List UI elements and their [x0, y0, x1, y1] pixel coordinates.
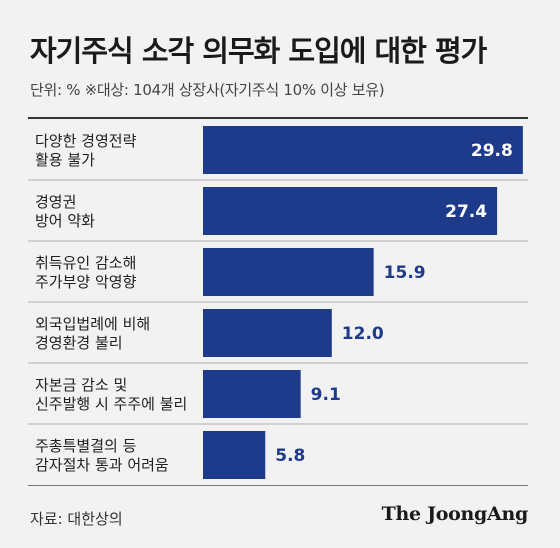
category-label: 다양한 경영전략 활용 불가: [35, 132, 137, 169]
bar: [203, 309, 332, 357]
value-label: 27.4: [445, 202, 487, 222]
bar: [203, 370, 301, 418]
bottom-divider: [28, 485, 528, 486]
value-label: 5.8: [275, 446, 305, 466]
bar: [203, 431, 266, 479]
value-label: 15.9: [384, 263, 426, 283]
value-label: 12.0: [342, 324, 384, 344]
category-label: 취득유인 감소해 주가부양 악영향: [35, 254, 137, 291]
category-label: 경영권 방어 약화: [35, 193, 95, 230]
bar: [203, 187, 498, 235]
publisher-logo: The JoongAng: [381, 503, 529, 525]
bar: [203, 126, 523, 174]
chart-title: 자기주식 소각 의무화 도입에 대한 평가: [30, 34, 487, 68]
category-label: 자본금 감소 및 신주발행 시 주주에 불리: [35, 376, 187, 413]
value-label: 29.8: [471, 141, 513, 161]
source-note: 자료: 대한상의: [30, 510, 123, 528]
category-label: 외국입법례에 비해 경영환경 불리: [35, 315, 150, 352]
value-label: 9.1: [311, 385, 341, 405]
bar: [203, 248, 374, 296]
top-divider: [28, 117, 528, 119]
chart-subtitle: 단위: % ※대상: 104개 상장사(자기주식 10% 이상 보유): [30, 81, 385, 99]
category-label: 주총특별결의 등 감자절차 통과 어려움: [35, 437, 169, 474]
